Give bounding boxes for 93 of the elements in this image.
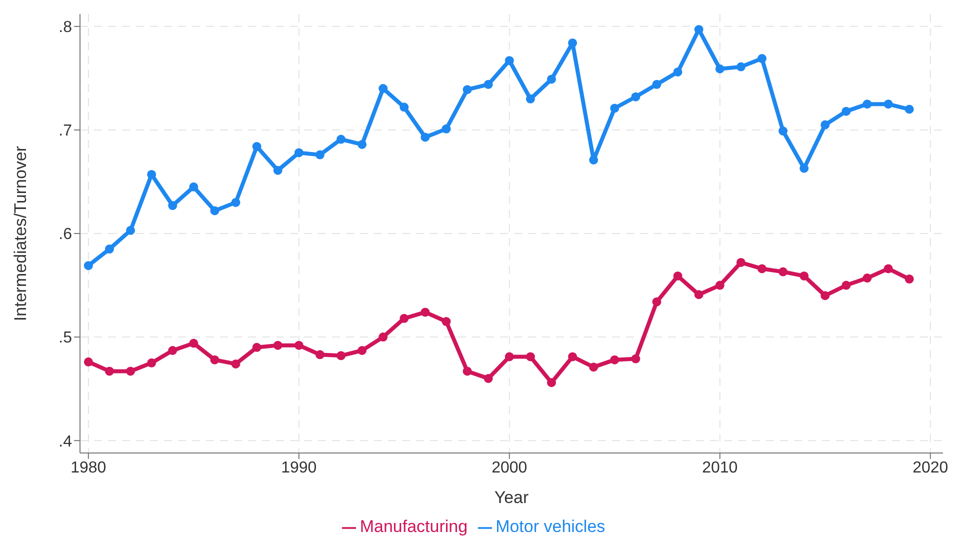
point (589, 362, 598, 372)
point (862, 274, 872, 283)
y-tick-label: .7 (58, 122, 72, 140)
point (862, 100, 872, 109)
point (652, 297, 662, 306)
point (336, 134, 346, 144)
point (315, 150, 324, 160)
point (210, 206, 220, 216)
point (442, 317, 451, 326)
point (378, 84, 388, 94)
point (504, 352, 514, 362)
x-tick-label: 2020 (912, 459, 948, 476)
point (568, 352, 578, 362)
x-tick-label: 1980 (70, 459, 106, 476)
point (673, 67, 682, 76)
point (589, 155, 598, 164)
point (168, 201, 178, 210)
y-tick-label: .4 (58, 433, 72, 450)
point (358, 140, 367, 149)
point (610, 355, 620, 364)
point (757, 264, 766, 274)
point (252, 142, 262, 152)
x-axis-title: Year (494, 488, 530, 507)
point (462, 85, 472, 94)
point (904, 274, 914, 284)
point (546, 378, 556, 388)
legend-label: Motor vehicles (496, 517, 606, 536)
y-axis-title: Intermediates/Turnover (11, 146, 30, 322)
point (84, 261, 93, 270)
point (736, 62, 746, 72)
point (400, 314, 409, 323)
point (231, 359, 240, 368)
point (168, 346, 178, 355)
point (715, 280, 724, 290)
legend-label: Manufacturing (360, 517, 468, 536)
point (568, 38, 578, 48)
point (336, 351, 346, 360)
point (294, 340, 304, 350)
point (652, 80, 662, 89)
point (842, 280, 851, 290)
point (442, 124, 451, 134)
point (126, 226, 136, 235)
point (462, 366, 472, 376)
point (147, 170, 156, 179)
point (610, 104, 620, 113)
point (884, 264, 893, 274)
point (715, 64, 724, 74)
point (378, 332, 388, 342)
point (673, 271, 682, 280)
point (904, 104, 914, 114)
point (420, 308, 430, 317)
point (273, 340, 282, 350)
point (757, 54, 766, 64)
point (273, 166, 282, 175)
point (504, 56, 514, 66)
point (420, 132, 430, 142)
point (820, 291, 830, 300)
point (526, 94, 535, 104)
point (104, 244, 114, 254)
point (778, 267, 788, 276)
point (126, 366, 136, 376)
point (315, 350, 324, 360)
point (631, 92, 640, 102)
point (358, 346, 367, 355)
point (800, 164, 809, 173)
point (842, 106, 851, 116)
point (147, 358, 156, 368)
point (252, 342, 262, 352)
x-tick-label: 2000 (492, 459, 528, 476)
point (104, 366, 114, 376)
point (400, 102, 409, 112)
x-tick-label: 1990 (281, 459, 317, 476)
point (820, 120, 830, 130)
y-tick-label: .8 (58, 19, 72, 36)
point (84, 357, 93, 366)
point (736, 258, 746, 267)
point (484, 374, 493, 383)
point (484, 80, 493, 89)
point (189, 338, 198, 348)
point (546, 74, 556, 84)
point (778, 126, 788, 136)
point (694, 290, 704, 300)
point (884, 100, 893, 109)
point (631, 354, 640, 364)
point (189, 182, 198, 192)
y-tick-label: .5 (58, 330, 72, 347)
point (800, 271, 809, 280)
point (294, 148, 304, 158)
point (526, 352, 535, 362)
x-tick-label: 2010 (702, 459, 738, 476)
point (231, 198, 240, 207)
point (210, 355, 220, 364)
y-tick-label: .6 (58, 226, 72, 244)
